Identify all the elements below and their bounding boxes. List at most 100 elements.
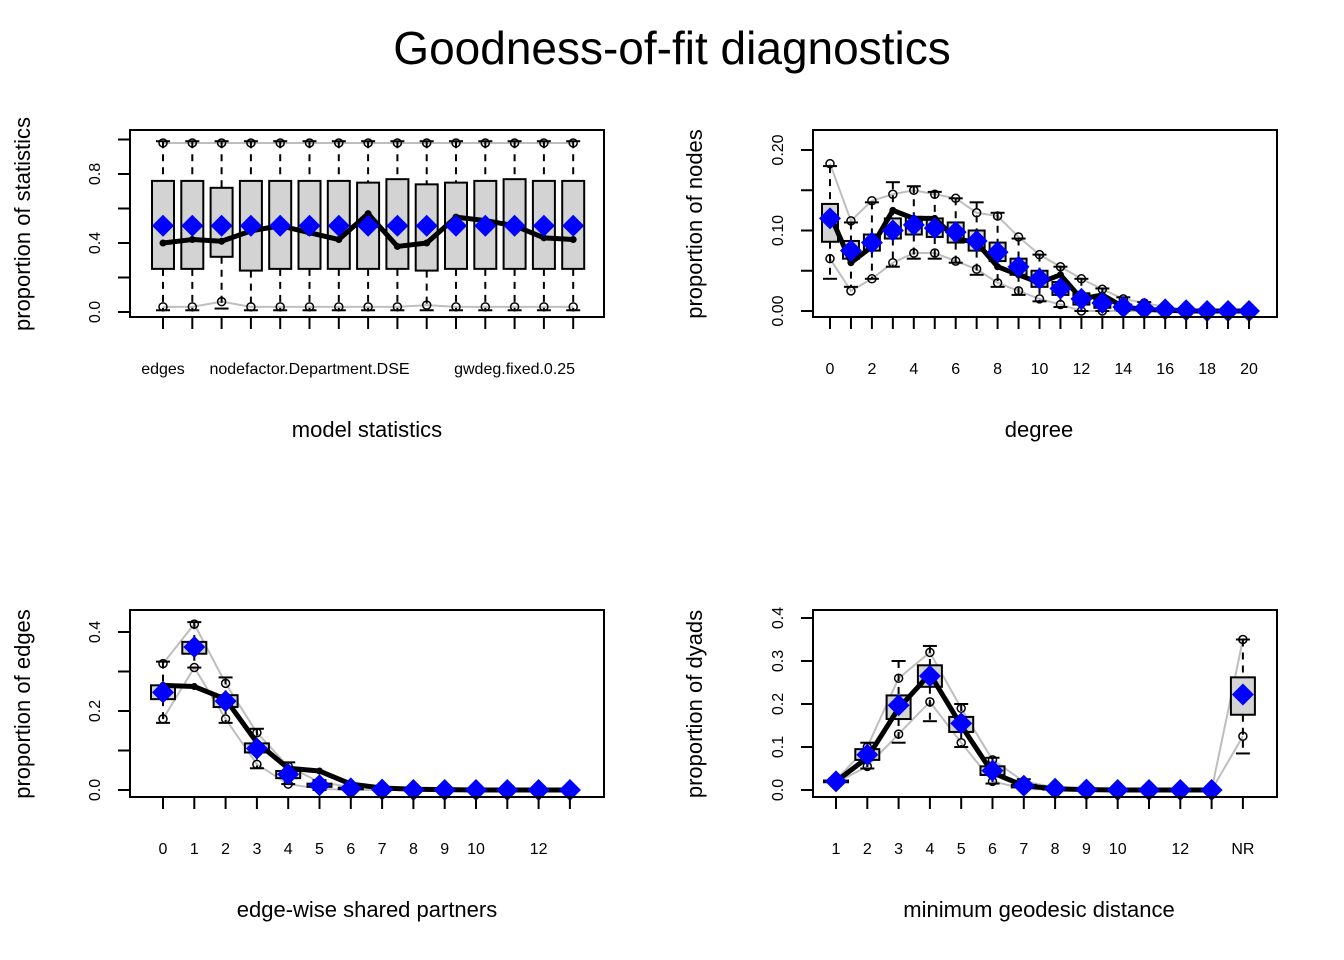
observed-point [218, 237, 226, 245]
x-tick-label: 7 [378, 841, 387, 858]
x-tick-label: 0 [826, 361, 835, 378]
sim-mean-point [825, 770, 847, 793]
env-low-point [189, 662, 200, 673]
sim-mean-point [402, 779, 425, 801]
y-tick-label: 0.0 [87, 779, 104, 801]
x-tick-label: 9 [440, 841, 449, 858]
x-tick-label: 3 [894, 841, 903, 858]
x-axis-label: model statistics [292, 417, 442, 442]
figure-title: Goodness-of-fit diagnostics [393, 22, 950, 74]
env-high-point [480, 138, 491, 148]
sim-mean-point [819, 207, 841, 230]
y-tick-label: 0.2 [770, 693, 787, 715]
env-high-point [1013, 232, 1024, 242]
env-high-point [1034, 249, 1045, 260]
env-low-point [1013, 286, 1024, 296]
sim-mean-point [1154, 298, 1177, 321]
env-high-point [334, 138, 344, 148]
y-tick-label: 0.4 [87, 232, 104, 254]
env-low-point [825, 253, 835, 264]
x-tick-label: 4 [284, 841, 293, 858]
env-low-point [930, 248, 940, 258]
sim-mean-point [1044, 777, 1067, 800]
x-tick-label: 8 [993, 361, 1002, 378]
env-high-point [1055, 261, 1066, 272]
observed-point [569, 236, 577, 244]
sim-mean-point [1070, 287, 1093, 310]
env-high-point [246, 138, 256, 148]
env-low-point [392, 302, 403, 312]
y-tick-label: 0.00 [770, 295, 787, 326]
x-tick-label: 12 [1073, 361, 1091, 378]
sim-mean-point [860, 231, 883, 254]
y-tick-label: 0.1 [770, 736, 787, 758]
sim-mean-point [245, 737, 268, 760]
y-axis-label: proportion of statistics [10, 117, 35, 331]
env-low-point [867, 274, 877, 284]
x-tick-label: 2 [863, 841, 872, 858]
y-axis-label: proportion of edges [10, 609, 35, 799]
x-axis-label: edge-wise shared partners [237, 897, 497, 922]
observed-point [889, 206, 897, 214]
observed-point [316, 767, 323, 775]
sim-mean-point [277, 763, 300, 786]
sim-mean-point [887, 694, 910, 717]
sim-mean-point [210, 214, 233, 237]
env-high-point [909, 185, 919, 195]
observed-point [190, 683, 198, 691]
env-low-point [846, 286, 856, 296]
x-tick-label: 6 [988, 841, 997, 858]
env-low-point [539, 302, 549, 312]
plot-frame [812, 129, 1278, 318]
y-axis-label: proportion of nodes [682, 129, 707, 319]
sim-mean-point [152, 681, 174, 704]
env-low-point [1055, 299, 1066, 310]
env-low-point [509, 302, 520, 312]
sim-mean-point [445, 214, 467, 237]
x-tick-label: 9 [1082, 841, 1091, 858]
panel-minimum-geodesic-distance: minimum geodesic distance proportion of … [682, 607, 1278, 922]
observed-point [1056, 271, 1064, 279]
env-high-point [421, 138, 432, 148]
x-axis-label: minimum geodesic distance [903, 897, 1174, 922]
sim-mean-point [1231, 683, 1254, 706]
sim-mean-point [415, 214, 438, 237]
env-low-point [451, 302, 461, 312]
env-low-point [158, 714, 168, 724]
sim-mean-point [474, 214, 497, 237]
env-high-point [187, 138, 198, 148]
env-low-point [334, 302, 344, 312]
sim-mean-point [986, 241, 1009, 264]
env-high-point [1076, 274, 1087, 284]
sim-mean-point [558, 779, 581, 801]
x-tick-label: edges [141, 361, 185, 378]
env-low-point [971, 264, 982, 274]
sim-mean-point [981, 759, 1004, 782]
x-tick-label: 12 [1171, 841, 1189, 858]
env-high-point [539, 138, 549, 148]
env-high-point [220, 678, 231, 689]
y-tick-label: 0.8 [87, 163, 104, 185]
y-tick-label: 0.0 [770, 779, 787, 801]
env-low-line [163, 300, 574, 308]
observed-point [335, 236, 343, 244]
observed-point [364, 210, 372, 218]
panel-degree: degree proportion of nodes 0.00 0.10 0.20 0… [682, 129, 1278, 442]
sim-mean-point [183, 636, 206, 659]
env-low-point [304, 302, 315, 312]
env-low-point [220, 714, 231, 724]
env-high-point [971, 208, 982, 218]
sim-mean-point [839, 239, 862, 262]
sim-mean-point [308, 774, 331, 797]
panel-model-statistics: model statistics proportion of statistic… [10, 117, 605, 442]
x-tick-label: 8 [409, 841, 418, 858]
sim-mean-point [269, 214, 292, 237]
sim-mean-point [339, 777, 362, 800]
env-low-point [158, 302, 168, 312]
env-low-point [246, 302, 256, 312]
env-low-point [275, 302, 285, 312]
sim-mean-point [239, 214, 262, 237]
x-axis-label: degree [1005, 417, 1074, 442]
x-tick-label: 10 [1109, 841, 1127, 858]
